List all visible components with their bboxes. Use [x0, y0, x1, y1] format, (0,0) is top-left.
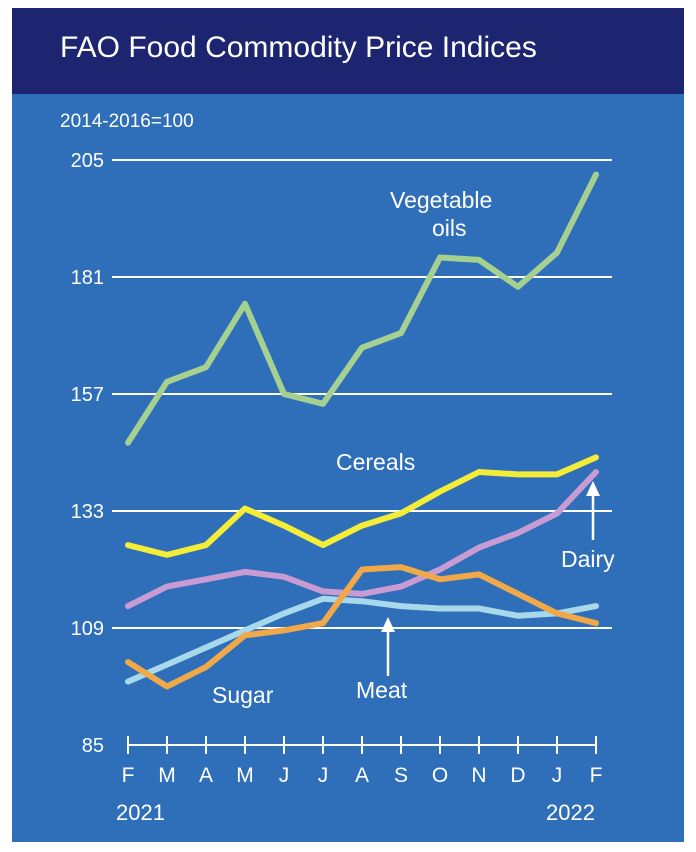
year-label-start: 2021: [116, 800, 165, 825]
x-tick-label-5: J: [318, 764, 329, 787]
y-tick-label-133: 133: [71, 501, 104, 523]
arrow-dairy: [586, 481, 600, 540]
series-line-meat: [125, 595, 599, 685]
label-dairy: Dairy: [561, 546, 615, 572]
x-tick-label-0: F: [122, 764, 135, 787]
x-tick-label-1: M: [158, 764, 176, 787]
y-tick-label-109: 109: [71, 618, 104, 640]
x-tick-label-12: F: [590, 764, 603, 787]
label-vegetable-oils-line2: oils: [432, 215, 467, 241]
series-lines: [125, 171, 599, 690]
label-meat: Meat: [356, 677, 408, 703]
series-line-dairy: [125, 469, 599, 610]
chart-subtitle: 2014-2016=100: [60, 111, 194, 132]
series-line-sugar: [125, 564, 599, 690]
series-line-vegetable-oils: [125, 171, 599, 446]
arrow-meat: [381, 617, 395, 676]
series-line-cereals: [125, 454, 599, 558]
x-tick-label-10: D: [510, 764, 525, 787]
title-bar: FAO Food Commodity Price Indices: [12, 8, 684, 94]
x-tick-label-3: M: [236, 764, 254, 787]
x-tick-label-2: A: [199, 764, 213, 787]
x-tick-label-6: A: [355, 764, 369, 787]
chart-panel: FAO Food Commodity Price Indices 2014-20…: [12, 8, 684, 842]
label-vegetable-oils-line1: Vegetable: [390, 187, 492, 213]
label-sugar: Sugar: [212, 682, 274, 708]
x-tick-label-11: J: [552, 764, 563, 787]
x-tick-label-8: O: [432, 764, 448, 787]
y-tick-label-205: 205: [71, 150, 104, 172]
gridlines: [112, 159, 612, 629]
chart-title: FAO Food Commodity Price Indices: [60, 31, 537, 64]
x-tick-label-9: N: [471, 764, 486, 787]
label-cereals: Cereals: [336, 449, 415, 475]
y-tick-label-181: 181: [71, 267, 104, 289]
y-tick-label-85: 85: [82, 735, 104, 757]
y-axis: 85 109 133 157 181 205: [71, 150, 104, 757]
y-tick-label-157: 157: [71, 384, 104, 406]
x-tick-label-7: S: [394, 764, 408, 787]
year-label-end: 2022: [546, 800, 595, 825]
x-tick-label-4: J: [279, 764, 290, 787]
